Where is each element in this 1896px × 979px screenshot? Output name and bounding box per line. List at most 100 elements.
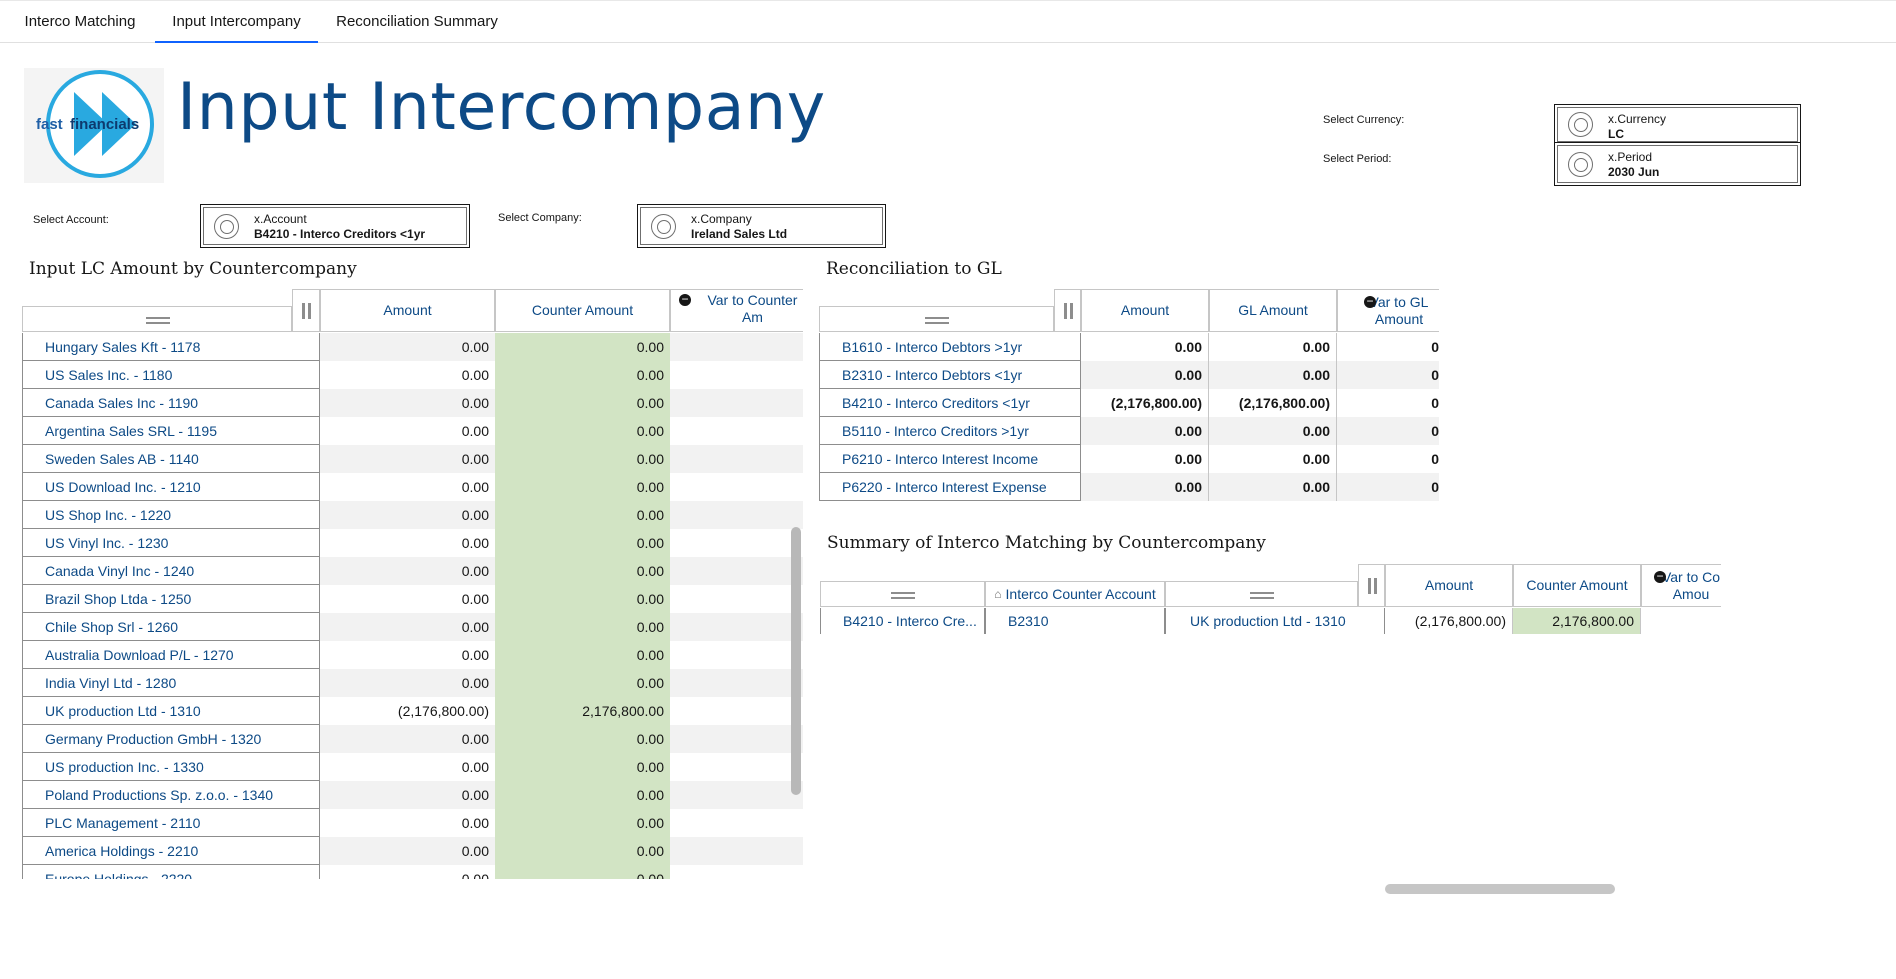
amount-cell[interactable]: 0.00 (320, 333, 495, 361)
countercompany-row-label[interactable]: India Vinyl Ltd - 1280 (22, 669, 320, 697)
interco-counter-account-header[interactable]: ⌂ Interco Counter Account (985, 581, 1165, 607)
amount-cell[interactable]: 0.00 (320, 837, 495, 865)
amount-cell[interactable]: 0.00 (320, 445, 495, 473)
vertical-scrollbar[interactable] (791, 527, 801, 795)
currency-value: LC (1608, 127, 1624, 141)
countercompany-row-label[interactable]: US Vinyl Inc. - 1230 (22, 529, 320, 557)
tab-reconciliation-summary[interactable]: Reconciliation Summary (336, 13, 498, 30)
recon-amount-cell: 0.00 (1081, 417, 1209, 445)
recon-row-label[interactable]: B1610 - Interco Debtors >1yr (819, 333, 1081, 361)
radio-circle-icon (214, 213, 239, 239)
amount-cell[interactable]: 0.00 (320, 389, 495, 417)
row-header-grip[interactable] (22, 306, 292, 332)
var-cell (670, 389, 803, 417)
countercompany-row-label[interactable]: Canada Sales Inc - 1190 (22, 389, 320, 417)
collapse-icon[interactable]: − (1654, 570, 1666, 583)
countercompany-row-label[interactable]: US Shop Inc. - 1220 (22, 501, 320, 529)
pin-column-handle[interactable] (1054, 289, 1081, 332)
counter-amount-cell: 0.00 (495, 669, 670, 697)
pin-column-handle[interactable] (1358, 564, 1385, 607)
amount-cell[interactable]: 0.00 (320, 501, 495, 529)
recon-row-label[interactable]: B5110 - Interco Creditors >1yr (819, 417, 1081, 445)
amount-cell[interactable]: 0.00 (461, 647, 489, 663)
amount-cell[interactable]: 0.00 (461, 535, 489, 551)
var-counter-column-header[interactable]: − Var to Counter Am (670, 289, 803, 332)
page-title: Input Intercompany (177, 70, 826, 145)
var-cell (670, 865, 803, 879)
company-selector[interactable]: x.Company Ireland Sales Ltd (637, 204, 886, 248)
amount-cell[interactable]: 0.00 (461, 815, 489, 831)
counter-amount-cell: 0.00 (495, 809, 670, 837)
tag-icon: ⌂ (994, 586, 1002, 601)
countercompany-row-label[interactable]: Australia Download P/L - 1270 (22, 641, 320, 669)
summary-counter-amount-column-header[interactable]: Counter Amount (1513, 564, 1641, 607)
gl-amount-column-header[interactable]: GL Amount (1209, 289, 1337, 332)
amount-column-header[interactable]: Amount (320, 289, 495, 332)
collapse-icon[interactable]: − (679, 293, 691, 306)
amount-cell[interactable]: 0.00 (461, 367, 489, 383)
collapse-icon[interactable]: − (1364, 295, 1376, 308)
counter-amount-column-header[interactable]: Counter Amount (495, 289, 670, 332)
countercompany-row-label[interactable]: Hungary Sales Kft - 1178 (22, 333, 320, 361)
summary-account-cell[interactable]: B4210 - Interco Cre... (820, 608, 985, 634)
select-company-label: Select Company: (498, 212, 582, 224)
countercompany-row-label[interactable]: PLC Management - 2110 (22, 809, 320, 837)
summary-var-column-header[interactable]: − Var to Co Amou (1641, 564, 1721, 607)
summary-company-cell[interactable]: UK production Ltd - 1310 (1165, 608, 1385, 634)
amount-cell[interactable]: 0.00 (461, 591, 489, 607)
currency-selector[interactable]: x.Currency LC (1554, 104, 1801, 145)
amount-cell[interactable]: 0.00 (320, 613, 495, 641)
row-header-grip-2[interactable] (1165, 581, 1358, 607)
row-header-grip[interactable] (819, 306, 1054, 332)
var-cell (670, 585, 803, 613)
amount-cell[interactable]: 0.00 (320, 781, 495, 809)
countercompany-row-label[interactable]: UK production Ltd - 1310 (22, 697, 320, 725)
summary-counter-account-cell[interactable]: B2310 (985, 608, 1165, 634)
amount-cell[interactable]: 0.00 (461, 871, 489, 879)
counter-amount-cell: 0.00 (495, 725, 670, 753)
countercompany-row-label[interactable]: Sweden Sales AB - 1140 (22, 445, 320, 473)
svg-text:financials: financials (70, 116, 139, 133)
amount-cell[interactable]: 0.00 (461, 479, 489, 495)
countercompany-row-label[interactable]: Poland Productions Sp. z.o.o. - 1340 (22, 781, 320, 809)
countercompany-row-label[interactable]: America Holdings - 2210 (22, 837, 320, 865)
countercompany-row-label[interactable]: Europe Holdings - 2220 (22, 865, 320, 879)
recon-row-label[interactable]: P6220 - Interco Interest Expense (819, 473, 1081, 501)
gl-amount-cell: 0.00 (1209, 473, 1337, 501)
pin-column-handle[interactable] (292, 289, 320, 332)
countercompany-row-label[interactable]: Germany Production GmbH - 1320 (22, 725, 320, 753)
recon-row-label[interactable]: B4210 - Interco Creditors <1yr (819, 389, 1081, 417)
countercompany-row-label[interactable]: US production Inc. - 1330 (22, 753, 320, 781)
var-cell (670, 417, 803, 445)
var-gl-column-header[interactable]: − Var to GL Amount (1337, 289, 1439, 332)
countercompany-row-label[interactable]: Argentina Sales SRL - 1195 (22, 417, 320, 445)
var-cell (670, 473, 803, 501)
amount-cell[interactable]: 0.00 (320, 557, 495, 585)
amount-cell[interactable]: 0.00 (461, 423, 489, 439)
horizontal-scrollbar[interactable] (1385, 884, 1615, 894)
period-selector[interactable]: x.Period 2030 Jun (1554, 142, 1801, 186)
var-cell (670, 613, 803, 641)
counter-amount-cell: 0.00 (495, 389, 670, 417)
countercompany-row-label[interactable]: US Download Inc. - 1210 (22, 473, 320, 501)
summary-var-cell (1641, 608, 1721, 634)
counter-amount-cell: 0.00 (495, 445, 670, 473)
tab-interco-matching[interactable]: Interco Matching (24, 13, 136, 30)
tab-input-intercompany[interactable]: Input Intercompany (155, 2, 318, 43)
countercompany-row-label[interactable]: Brazil Shop Ltda - 1250 (22, 585, 320, 613)
var-gl-cell: 0 (1431, 451, 1439, 467)
countercompany-row-label[interactable]: US Sales Inc. - 1180 (22, 361, 320, 389)
counter-amount-cell: 0.00 (495, 501, 670, 529)
amount-cell[interactable]: 0.00 (320, 725, 495, 753)
recon-amount-column-header[interactable]: Amount (1081, 289, 1209, 332)
amount-cell[interactable]: 0.00 (320, 669, 495, 697)
row-header-grip-1[interactable] (820, 581, 985, 607)
amount-cell[interactable]: (2,176,800.00) (397, 703, 489, 719)
summary-amount-column-header[interactable]: Amount (1385, 564, 1513, 607)
recon-row-label[interactable]: P6210 - Interco Interest Income (819, 445, 1081, 473)
recon-row-label[interactable]: B2310 - Interco Debtors <1yr (819, 361, 1081, 389)
countercompany-row-label[interactable]: Chile Shop Srl - 1260 (22, 613, 320, 641)
amount-cell[interactable]: 0.00 (461, 759, 489, 775)
countercompany-row-label[interactable]: Canada Vinyl Inc - 1240 (22, 557, 320, 585)
account-selector[interactable]: x.Account B4210 - Interco Creditors <1yr (200, 204, 470, 248)
